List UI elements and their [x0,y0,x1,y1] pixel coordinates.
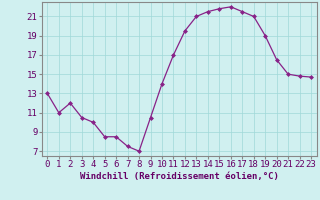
X-axis label: Windchill (Refroidissement éolien,°C): Windchill (Refroidissement éolien,°C) [80,172,279,181]
